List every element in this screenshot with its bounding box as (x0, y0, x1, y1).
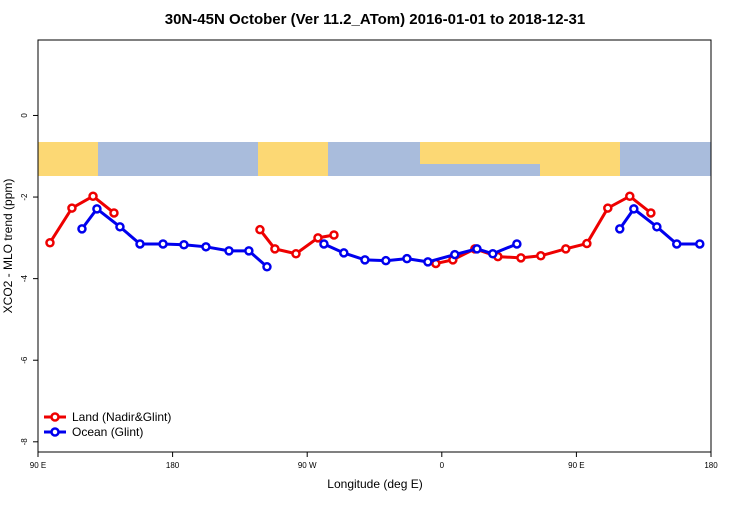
data-point (179, 240, 189, 250)
data-point (262, 262, 272, 272)
data-point (472, 244, 482, 254)
data-point (512, 239, 522, 249)
data-point (652, 222, 662, 232)
y-tick-label: -2 (20, 193, 29, 201)
data-point (201, 242, 211, 252)
data-point (625, 191, 635, 201)
data-point (516, 253, 526, 263)
x-tick-label: 0 (440, 461, 445, 470)
data-point (582, 238, 592, 249)
series-line (48, 194, 652, 266)
data-point (158, 239, 168, 249)
series (77, 204, 705, 272)
data-point (270, 244, 280, 254)
data-point (115, 222, 125, 232)
data-point (561, 244, 571, 254)
data-point (629, 204, 639, 214)
data-point (339, 248, 349, 258)
x-tick-label: 90 E (30, 461, 46, 470)
data-point (615, 224, 625, 234)
y-tick-label: -8 (20, 438, 29, 446)
x-axis-label: Longitude (deg E) (327, 477, 422, 491)
x-tick-label: 90 E (568, 461, 584, 470)
data-point (255, 224, 265, 235)
data-point (92, 204, 102, 214)
y-axis-label: XCO2 - MLO trend (ppm) (1, 179, 15, 314)
data-point (488, 249, 498, 259)
data-point (360, 255, 370, 265)
data-point (77, 224, 87, 234)
data-point (381, 255, 391, 266)
chart-title: 30N-45N October (Ver 11.2_ATom) 2016-01-… (165, 11, 585, 28)
y-tick-label: -4 (20, 275, 29, 283)
legend-label: Land (Nadir&Glint) (72, 410, 171, 424)
data-point (402, 253, 412, 264)
y-tick-label: -6 (20, 356, 29, 364)
plot-frame (37, 39, 712, 453)
data-point (695, 239, 705, 249)
data-point (450, 249, 460, 260)
data-point (88, 191, 98, 201)
y-tick-label: 0 (20, 113, 29, 118)
legend-marker (50, 427, 60, 437)
data-point (329, 230, 339, 240)
data-point (319, 239, 329, 249)
legend-marker (50, 412, 60, 422)
legend-label: Ocean (Glint) (72, 425, 143, 439)
x-tick-label: 180 (166, 461, 180, 470)
map-strip (38, 142, 711, 176)
data-point (672, 239, 682, 249)
data-point (291, 249, 301, 259)
series-line (80, 206, 700, 268)
data-point (109, 208, 119, 218)
data-point (603, 203, 613, 213)
data-point (224, 246, 234, 256)
data-point (536, 251, 546, 261)
data-point (646, 208, 656, 218)
data-point (67, 203, 77, 213)
data-point (423, 257, 433, 267)
x-tick-label: 90 W (298, 461, 317, 470)
data-point (313, 233, 323, 243)
data-point (45, 237, 55, 248)
data-point (244, 246, 254, 256)
x-tick-label: 180 (704, 461, 718, 470)
data-point (135, 239, 145, 249)
